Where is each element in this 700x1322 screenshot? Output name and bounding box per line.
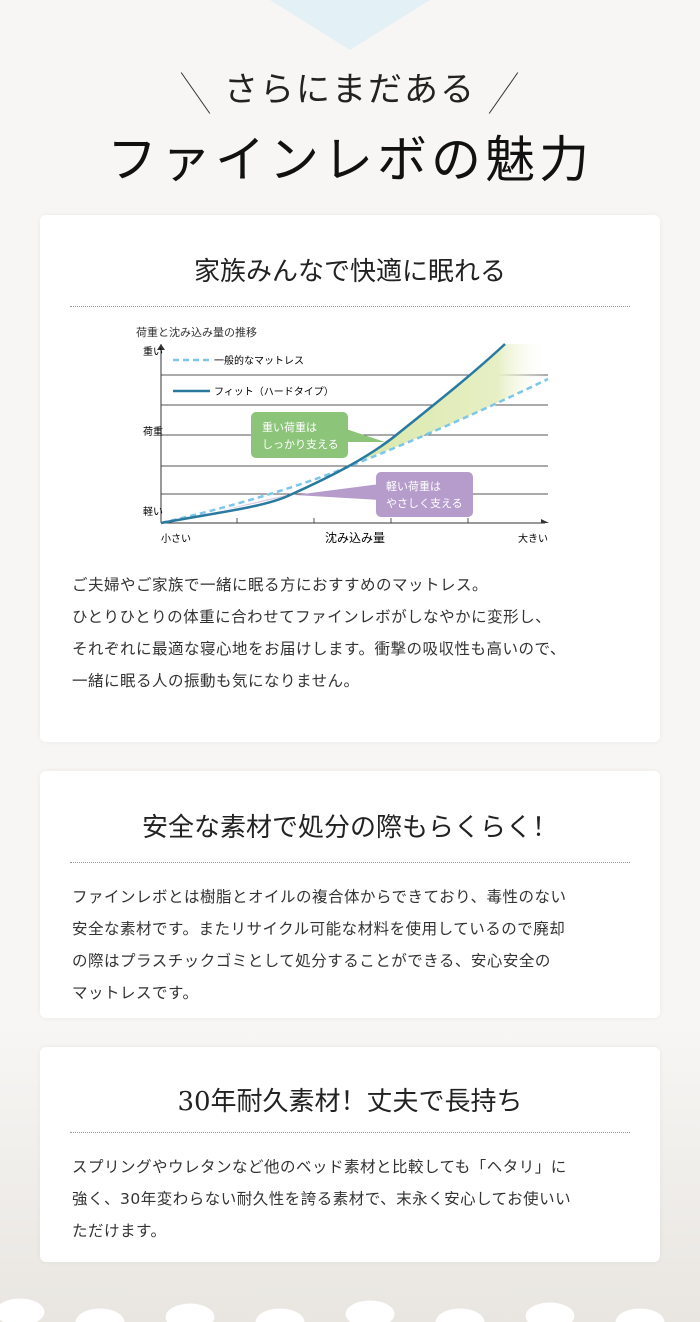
down-arrow-decoration	[270, 0, 430, 50]
subtitle-text: さらにまだある	[224, 70, 476, 110]
card-heading: 安全な素材で処分の際もらくらく！	[70, 771, 630, 863]
svg-text:しっかり支える: しっかり支える	[262, 438, 339, 451]
legend-label-fit: フィット（ハードタイプ）	[214, 386, 334, 398]
card-heading: 30年耐久素材！丈夫で長持ち	[70, 1047, 630, 1133]
callout-heavy: 重い荷重は しっかり支える	[251, 412, 385, 458]
svg-text:軽い荷重は: 軽い荷重は	[386, 479, 441, 493]
feature-card-durability: 30年耐久素材！丈夫で長持ち スプリングやウレタンなど他のベッド素材と比較しても…	[40, 1047, 660, 1262]
card-body: ご夫婦やご家族で一緒に眠る方におすすめのマットレス。 ひとりひとりの体重に合わせて…	[72, 576, 566, 690]
legend-label-general: 一般的なマットレス	[214, 354, 304, 367]
chart-title: 荷重と沈み込み量の推移	[136, 325, 257, 339]
slash-decoration	[489, 70, 519, 114]
callout-light: 軽い荷重は やさしく支える	[295, 472, 473, 517]
x-mid-label: 沈み込み量	[325, 530, 385, 545]
load-sinkage-chart: 荷重と沈み込み量の推移 重い 荷重 軽い 小さい 沈み込み量 大きい 一般的なマ…	[136, 325, 549, 545]
svg-text:重い荷重は: 重い荷重は	[262, 420, 317, 434]
card-heading: 家族みんなで快適に眠れる	[70, 215, 630, 307]
header-subtitle: さらにまだある	[0, 62, 700, 114]
feature-card-family: 家族みんなで快適に眠れる 荷重と沈み込み量の推移 重い 荷重 軽い 小さい 沈み…	[40, 215, 660, 742]
slash-decoration	[181, 70, 211, 114]
y-top-label: 重い	[143, 345, 163, 358]
svg-text:やさしく支える: やさしく支える	[386, 497, 463, 510]
y-mid-label: 荷重	[143, 425, 163, 438]
series-fit-hard	[160, 343, 506, 525]
feature-card-safe-material: 安全な素材で処分の際もらくらく！ ファインレボとは樹脂とオイルの複合体からできて…	[40, 771, 660, 1018]
card-body: スプリングやウレタンなど他のベッド素材と比較しても「ヘタリ」に 強く、30年変わら…	[72, 1158, 572, 1240]
page-title: ファインレボの魅力	[107, 131, 593, 189]
x-right-label: 大きい	[518, 532, 548, 545]
y-bottom-label: 軽い	[143, 506, 163, 518]
x-left-label: 小さい	[161, 533, 191, 545]
light-load-area	[165, 494, 292, 522]
x-axis-arrow-icon	[541, 519, 549, 523]
card-body: ファインレボとは樹脂とオイルの複合体からできており、毒性のない 安全な素材です。ま…	[72, 888, 567, 1002]
y-axis-arrow-icon	[157, 344, 165, 350]
series-general-mattress	[160, 377, 549, 525]
